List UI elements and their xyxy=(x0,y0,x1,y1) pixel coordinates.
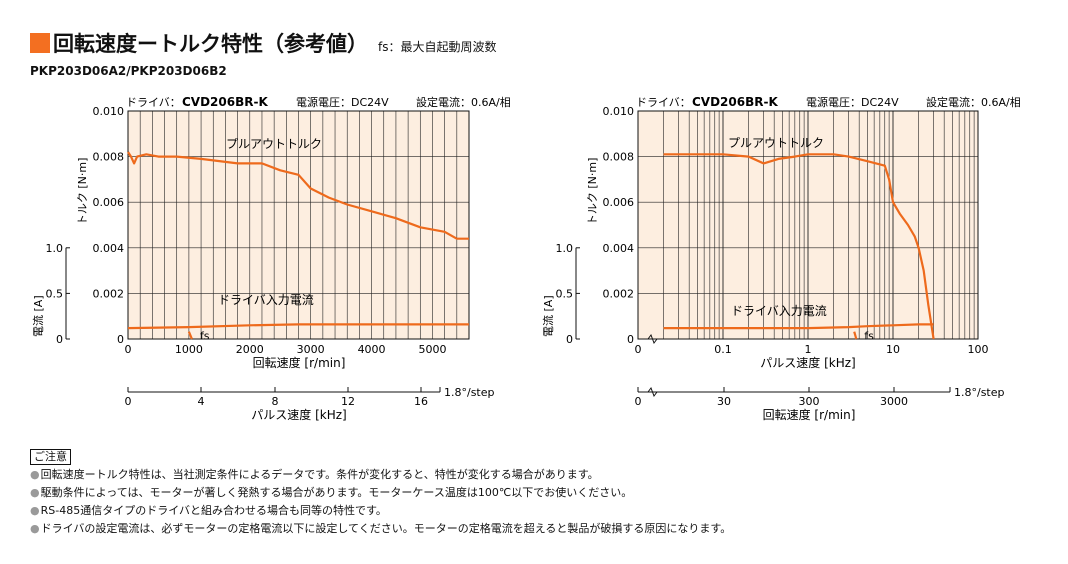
driver-current-line xyxy=(663,323,934,330)
x-axis-title: パルス速度 [kHz] xyxy=(760,355,855,370)
y-tick-label: 0.008 xyxy=(93,151,125,164)
fs-note: fs：最大自起動周波数 xyxy=(378,39,497,54)
x-tick-label: 2000 xyxy=(236,343,264,356)
bullet-icon: ● xyxy=(30,504,40,517)
x-tick-label: 10 xyxy=(886,343,900,356)
pullout-torque-line xyxy=(663,153,935,340)
driver-label: ドライバ： xyxy=(126,96,181,109)
x-tick-label: 0 xyxy=(125,343,132,356)
bullet-icon: ● xyxy=(30,486,40,499)
current-tick-label: 0 xyxy=(56,333,63,346)
note-text: 回転速度ートルク特性は、当社測定条件によるデータです。条件が変化すると、特性が変… xyxy=(40,468,599,481)
y-tick-label: 0 xyxy=(627,333,634,346)
bullet-icon: ● xyxy=(30,522,40,535)
notes-section: ご注意 ●回転速度ートルク特性は、当社測定条件によるデータです。条件が変化すると… xyxy=(30,448,731,538)
secondary-axis-title: パルス速度 [kHz] xyxy=(251,407,346,422)
fs-marker xyxy=(853,331,858,340)
secondary-tick-label: 0 xyxy=(125,395,132,408)
notes-title: ご注意 xyxy=(30,449,71,465)
secondary-tick-label: 8 xyxy=(272,395,279,408)
secondary-tick-label: 16 xyxy=(414,395,428,408)
secondary-tick-label: 12 xyxy=(341,395,355,408)
y-tick-label: 0.004 xyxy=(603,242,635,255)
plot-frame xyxy=(637,110,979,340)
step-label: 1.8°/step xyxy=(444,386,495,399)
voltage-spec: 電源電圧：DC24V xyxy=(806,95,899,109)
driver-model: CVD206BR-K xyxy=(182,95,268,109)
y-tick-label: 0.002 xyxy=(603,287,635,300)
current-tick-label: 0 xyxy=(566,333,573,346)
current-tick-label: 1.0 xyxy=(556,242,574,255)
secondary-tick-label: 0 xyxy=(635,395,642,408)
title-accent-square xyxy=(30,33,50,53)
y-tick-label: 0.010 xyxy=(603,105,635,118)
x-tick-label: 3000 xyxy=(297,343,325,356)
x-tick-label: 0 xyxy=(635,343,642,356)
current-axis-title: 電流 [A] xyxy=(31,295,45,337)
x-tick-label: 1 xyxy=(805,343,812,356)
note-text: 駆動条件によっては、モーターが著しく発熱する場合があります。モーターケース温度は… xyxy=(40,486,633,499)
secondary-axis-title: 回転速度 [r/min] xyxy=(763,407,856,422)
current-spec: 設定電流：0.6A/相 xyxy=(416,95,511,109)
charts-canvas: ドライバ： CVD206BR-K 電源電圧：DC24V 設定電流：0.6A/相00.0… xyxy=(31,95,1021,422)
y-tick-label: 0.006 xyxy=(93,196,125,209)
y-tick-label: 0.010 xyxy=(93,105,125,118)
note-text: RS-485通信タイプのドライバと組み合わせる場合も同等の特性です。 xyxy=(40,504,387,517)
x-tick-label: 100 xyxy=(968,343,989,356)
secondary-tick-label: 30 xyxy=(717,395,731,408)
driver-current-label: ドライバ入力電流 xyxy=(218,293,314,307)
driver-label: ドライバ： xyxy=(636,96,691,109)
fs-marker xyxy=(187,331,193,340)
axis-break-icon xyxy=(647,333,658,345)
current-tick-label: 0.5 xyxy=(46,287,64,300)
plot-frame xyxy=(127,110,470,340)
current-tick-label: 0.5 xyxy=(556,287,574,300)
current-axis-title: 電流 [A] xyxy=(541,295,555,337)
secondary-tick-label: 300 xyxy=(799,395,820,408)
step-label: 1.8°/step xyxy=(954,386,1005,399)
page-title: 回転速度ートルク特性（参考値） xyxy=(53,32,368,56)
x-tick-label: 4000 xyxy=(358,343,386,356)
bullet-icon: ● xyxy=(30,468,40,481)
y-tick-label: 0 xyxy=(117,333,124,346)
driver-current-line xyxy=(127,323,469,330)
voltage-spec: 電源電圧：DC24V xyxy=(296,95,389,109)
y-tick-label: 0.004 xyxy=(93,242,125,255)
driver-current-label: ドライバ入力電流 xyxy=(731,304,827,318)
current-spec: 設定電流：0.6A/相 xyxy=(926,95,1021,109)
fs-label: fs xyxy=(200,329,210,342)
current-tick-label: 1.0 xyxy=(46,242,64,255)
x-tick-label: 1000 xyxy=(175,343,203,356)
pullout-torque-label: プルアウトトルク xyxy=(728,136,824,150)
y-tick-label: 0.008 xyxy=(603,151,635,164)
y-axis-title: トルク [N·m] xyxy=(76,158,89,226)
y-axis-title: トルク [N·m] xyxy=(586,158,599,226)
y-tick-label: 0.002 xyxy=(93,287,125,300)
axis-break-icon xyxy=(647,386,658,398)
fs-label: fs xyxy=(864,329,874,342)
x-tick-label: 5000 xyxy=(418,343,446,356)
note-item: ●ドライバの設定電流は、必ずモーターの定格電流以下に設定してください。モーターの… xyxy=(30,520,731,538)
note-item: ●RS-485通信タイプのドライバと組み合わせる場合も同等の特性です。 xyxy=(30,502,731,520)
note-item: ●駆動条件によっては、モーターが著しく発熱する場合があります。モーターケース温度… xyxy=(30,484,731,502)
x-tick-label: 0.1 xyxy=(714,343,732,356)
pullout-torque-line xyxy=(127,151,469,240)
y-tick-label: 0.006 xyxy=(603,196,635,209)
x-axis-title: 回転速度 [r/min] xyxy=(253,355,346,370)
note-text: ドライバの設定電流は、必ずモーターの定格電流以下に設定してください。モーターの定… xyxy=(40,522,732,535)
secondary-tick-label: 4 xyxy=(198,395,205,408)
note-item: ●回転速度ートルク特性は、当社測定条件によるデータです。条件が変化すると、特性が… xyxy=(30,466,731,484)
driver-model: CVD206BR-K xyxy=(692,95,778,109)
secondary-tick-label: 3000 xyxy=(880,395,908,408)
title-row: 回転速度ートルク特性（参考値） fs：最大自起動周波数 xyxy=(30,28,496,58)
pullout-torque-label: プルアウトトルク xyxy=(226,137,322,151)
model-number: PKP203D06A2/PKP203D06B2 xyxy=(30,64,227,78)
